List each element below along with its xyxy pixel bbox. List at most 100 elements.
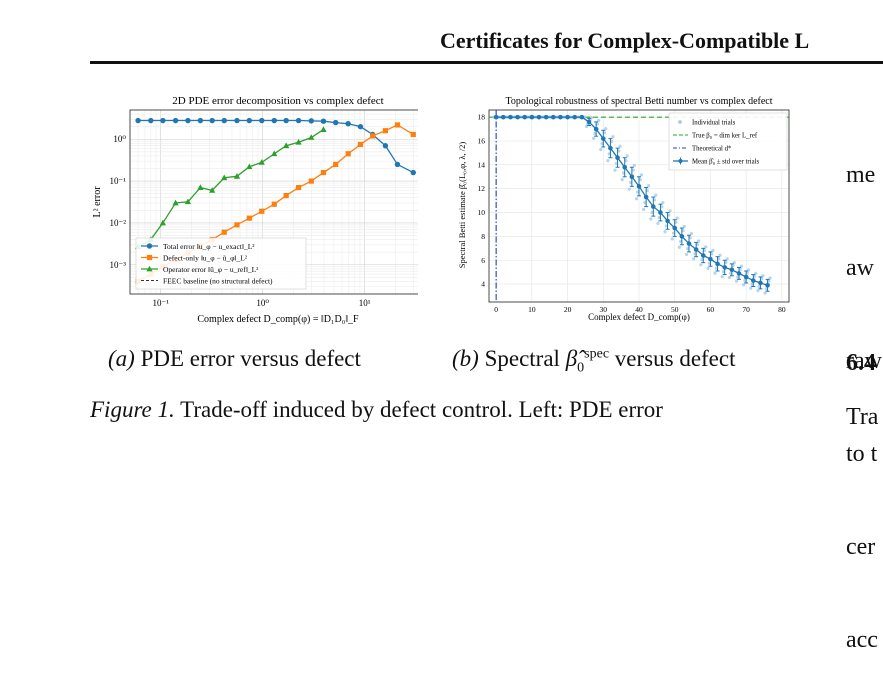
chart-b-xtick-label: 40 [635, 305, 643, 314]
chart-a-point [234, 222, 240, 228]
chart-a-point [382, 143, 389, 149]
figure-caption-label: Figure 1. [90, 397, 175, 422]
chart-b-trial-point [634, 197, 639, 201]
chart-b-xtick-label: 80 [778, 305, 786, 314]
subcaption-b-text-1: Spectral [478, 346, 566, 371]
chart-a-point [246, 215, 252, 221]
chart-b-trial-point [684, 252, 689, 257]
chart-b-trial-point [654, 193, 658, 197]
chart-b-mean-point [700, 253, 706, 258]
chart-b-mean-point [715, 261, 720, 267]
figure-panel-b: Topological robustness of spectral Betti… [455, 90, 800, 340]
subcaption-b-sup: spec [584, 346, 610, 362]
chart-b-ytick-label: 14 [478, 160, 486, 169]
chart-b-trial-point [727, 275, 731, 280]
chart-b-trial-point [592, 136, 596, 140]
chart-b-trial-point [606, 158, 610, 163]
chart-b-trial-point [725, 257, 729, 261]
chart-b-xlabel: Complex defect D_comp(φ) [588, 312, 690, 322]
chart-b-trial-point [604, 127, 608, 131]
chart-a-point [333, 161, 339, 168]
chart-b-mean-point [600, 136, 606, 141]
running-title: Certificates for Complex-Compatible L [440, 28, 810, 53]
chart-a-point [221, 117, 227, 124]
chart-a-series-line [137, 129, 324, 248]
chart-b-ytick-label: 8 [481, 232, 485, 241]
chart-b-trial-point [647, 184, 651, 188]
chart-b-trial-point [625, 154, 629, 158]
chart-a-point [258, 159, 265, 165]
chart-b-mean-point [579, 114, 585, 120]
subcaption-b-text-2: versus defect [609, 346, 736, 371]
chart-b-trial-point [704, 245, 708, 249]
chart-a-point [308, 178, 314, 184]
chart-b-trial-point [718, 253, 722, 257]
chart-b-mean-point [586, 119, 592, 125]
chart-b-trial-point [682, 224, 686, 228]
chart-b-trial-point [697, 239, 701, 243]
subcaption-b-sub: 0 [577, 360, 585, 376]
chart-a-legend-label: FEEC baseline (no structural defect) [163, 277, 273, 286]
chart-a-xtick-label: 10⁻¹ [152, 298, 169, 308]
chart-a-point [148, 117, 154, 124]
chart-a-ytick-label: 10⁻³ [110, 260, 127, 270]
chart-a-ytick-label: 10⁻¹ [110, 176, 127, 186]
chart-b-title: Topological robustness of spectral Betti… [505, 96, 772, 107]
chart-b-mean-point [572, 114, 578, 120]
subcaption-b-symbol: β̂ [565, 346, 578, 371]
chart-b-mean-point [679, 234, 685, 239]
chart-b-mean-point [636, 184, 642, 189]
chart-b-mean-point [550, 114, 556, 120]
chart-a-point [320, 118, 327, 124]
chart-b-mean-point [650, 204, 656, 209]
chart-a-point [246, 117, 253, 124]
chart-b-trial-point [706, 266, 710, 270]
chart-b-mean-point [736, 271, 742, 276]
chart-b-legend-label: Theoretical d* [692, 146, 732, 153]
chart-a-legend-label: Operator error ‖ũ_φ − u_ref‖_L² [163, 265, 259, 274]
chart-a-point [271, 201, 277, 207]
chart-a-point [233, 173, 241, 179]
chart-a-point [394, 161, 401, 168]
chart-b-mean-point [665, 218, 670, 224]
chart-b-mean-point [493, 114, 499, 120]
chart-b-trial-point [763, 291, 767, 295]
chart-b-trial-point [613, 168, 617, 172]
subcaption-a-text: PDE error versus defect [134, 346, 361, 371]
chart-a-point [308, 118, 315, 124]
chart-b: Topological robustness of spectral Betti… [457, 96, 790, 322]
chart-a-legend-box [135, 237, 307, 290]
chart-b-trial-point [597, 118, 601, 123]
section-heading: 6.4 [846, 350, 876, 376]
chart-b-mean-point [558, 114, 563, 120]
chart-a-point [320, 126, 327, 133]
chart-b-trial-point [749, 286, 753, 290]
chart-a-point [221, 174, 228, 181]
chart-b-legend-marker [678, 120, 682, 124]
chart-b-trial-point [632, 163, 636, 167]
chart-b-trial-point [611, 135, 615, 139]
chart-b-xtick-label: 20 [564, 305, 572, 314]
chart-b-mean-point [622, 164, 628, 170]
chart-a-point [357, 123, 364, 130]
chart-b-mean-point [629, 174, 635, 180]
chart-a-point [295, 138, 302, 145]
chart-b-legend-label: Individual trials [692, 120, 736, 127]
chart-a-point [283, 117, 289, 124]
chart-b-mean-point [750, 278, 756, 283]
right-column-line: acc [846, 627, 878, 653]
chart-b-mean-point [693, 247, 699, 252]
right-column-line: cer [846, 534, 876, 560]
chart-a-point [332, 119, 339, 126]
chart-a-xtick-label: 10¹ [359, 298, 371, 308]
chart-b-mean-point [758, 280, 763, 286]
chart-b-mean-point [515, 114, 520, 120]
chart-b-mean-point [608, 145, 613, 151]
chart-b-mean-point [722, 265, 728, 270]
chart-a-legend-marker [146, 254, 153, 261]
chart-a-point [172, 199, 179, 206]
chart-b-ytick-label: 16 [478, 137, 486, 146]
chart-b-trial-point [670, 237, 674, 241]
chart-a-point [345, 121, 351, 127]
chart-b-trial-point [692, 257, 696, 261]
